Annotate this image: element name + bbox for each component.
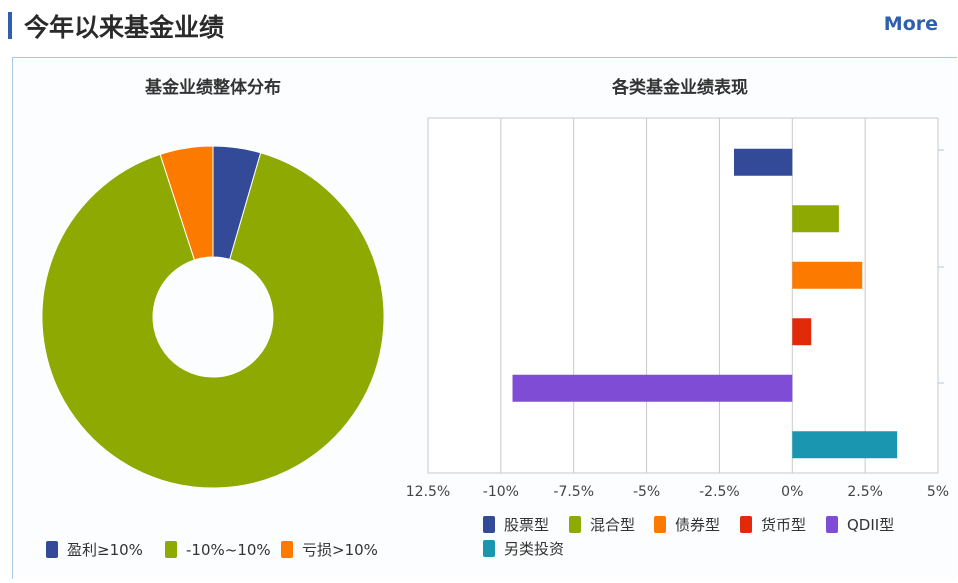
section-title: 今年以来基金业绩 xyxy=(24,13,225,42)
x-tick-label-0: 12.5% xyxy=(406,484,450,500)
charts-canvas: 基金业绩整体分布 盈利≥10% -10%~10% 亏损>10% 各类基金业绩表现 1… xyxy=(41,77,949,559)
bar-legend-swatch-2 xyxy=(654,516,666,533)
x-tick-label-7: 5% xyxy=(927,484,949,500)
bar-legend-label-5[interactable]: 另类投资 xyxy=(504,540,564,558)
plot-area xyxy=(427,117,939,474)
bar-legend-label-1[interactable]: 混合型 xyxy=(590,516,635,534)
bar-legend-swatch-3 xyxy=(740,516,752,533)
bar-legend-label-2[interactable]: 债券型 xyxy=(675,516,720,534)
donut-chart xyxy=(41,145,385,489)
pie-slice-1[interactable] xyxy=(41,152,385,489)
bar-0[interactable] xyxy=(734,148,793,176)
pie-chart-title: 基金业绩整体分布 xyxy=(144,77,281,98)
more-link[interactable]: More xyxy=(883,13,938,35)
bar-4[interactable] xyxy=(512,374,793,402)
bar-legend-label-3[interactable]: 货币型 xyxy=(761,516,806,534)
header-accent-bar xyxy=(8,12,12,39)
pie-legend-label-2[interactable]: 亏损>10% xyxy=(302,541,378,559)
bar-chart: 12.5% -10% -7.5% -5% -2.5% 0% 2.5% 5% xyxy=(406,117,949,500)
bar-legend-swatch-1 xyxy=(569,516,581,533)
bar-legend-swatch-0 xyxy=(483,516,495,533)
pie-legend-swatch-0 xyxy=(46,541,58,558)
bar-2[interactable] xyxy=(792,261,863,289)
x-tick-label-1: -10% xyxy=(483,484,519,500)
pie-legend-swatch-1 xyxy=(165,541,177,558)
pie-legend-label-1[interactable]: -10%~10% xyxy=(186,541,271,559)
x-tick-label-5: 0% xyxy=(781,484,803,500)
x-tick-label-4: -2.5% xyxy=(699,484,740,500)
x-tick-label-6: 2.5% xyxy=(847,484,883,500)
bar-legend-swatch-5 xyxy=(483,540,495,557)
bar-legend-label-4[interactable]: QDII型 xyxy=(847,516,894,534)
bar-legend-label-0[interactable]: 股票型 xyxy=(504,516,549,534)
pie-legend-swatch-2 xyxy=(281,541,293,558)
pie-legend: 盈利≥10% -10%~10% 亏损>10% xyxy=(46,541,378,559)
bar-chart-title: 各类基金业绩表现 xyxy=(611,77,748,98)
pie-legend-label-0[interactable]: 盈利≥10% xyxy=(67,541,143,559)
x-tick-label-3: -5% xyxy=(633,484,660,500)
charts-panel: 基金业绩整体分布 盈利≥10% -10%~10% 亏损>10% 各类基金业绩表现 1… xyxy=(12,57,957,579)
bar-1[interactable] xyxy=(792,205,839,233)
bar-5[interactable] xyxy=(792,431,898,459)
section-header: 今年以来基金业绩 More xyxy=(0,0,958,52)
bar-legend-swatch-4 xyxy=(826,516,838,533)
x-tick-label-2: -7.5% xyxy=(553,484,594,500)
pie-slice-2[interactable] xyxy=(159,145,214,261)
bar-3[interactable] xyxy=(792,318,812,346)
